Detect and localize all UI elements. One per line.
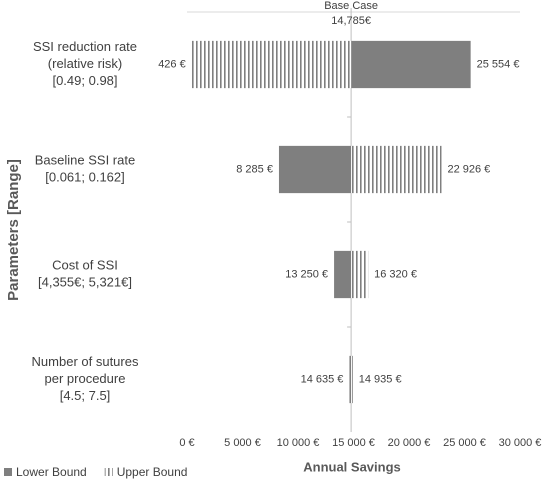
legend-label: Upper Bound — [117, 465, 188, 479]
x-tick-label: 25 000 € — [443, 437, 486, 449]
bar — [334, 250, 352, 299]
x-tick-label: 10 000 € — [277, 437, 320, 449]
bar — [351, 355, 353, 404]
bar — [278, 145, 352, 194]
data-label: 14 935 € — [359, 373, 402, 385]
bar — [351, 250, 369, 299]
bar — [191, 40, 352, 89]
category-label: (relative risk) — [48, 56, 122, 71]
x-tick-label: 5 000 € — [224, 437, 261, 449]
category-label: SSI reduction rate — [33, 39, 137, 54]
bar — [351, 145, 442, 194]
y-axis-title: Parameters [Range] — [5, 159, 22, 301]
legend-label: Lower Bound — [16, 465, 87, 479]
category-label: Cost of SSI — [52, 257, 118, 272]
x-tick-label: 30 000 € — [499, 437, 542, 449]
legend-swatch — [4, 468, 12, 476]
legend-swatch — [104, 468, 113, 476]
x-tick-label: 0 € — [179, 437, 194, 449]
data-label: 16 320 € — [374, 268, 417, 280]
category-label: Baseline SSI rate — [35, 152, 135, 167]
data-label: 13 250 € — [285, 268, 328, 280]
category-label: [4.5; 7.5] — [60, 388, 111, 403]
x-tick-label: 20 000 € — [388, 437, 431, 449]
data-label: 22 926 € — [447, 163, 490, 175]
data-label: 14 635 € — [301, 373, 344, 385]
base-case-value: 14,785€ — [331, 15, 371, 27]
x-tick-label: 15 000 € — [332, 437, 375, 449]
base-case-label: Base Case — [324, 0, 378, 12]
data-label: 426 € — [158, 58, 186, 70]
category-label: Number of sutures — [32, 354, 139, 369]
category-label: [0.49; 0.98] — [52, 73, 117, 88]
data-label: 8 285 € — [236, 163, 273, 175]
bar — [349, 355, 352, 404]
bar — [351, 40, 471, 89]
category-label: [4,355€; 5,321€] — [38, 274, 132, 289]
category-label: [0.061; 0.162] — [45, 169, 125, 184]
data-label: 25 554 € — [477, 58, 520, 70]
category-label: per procedure — [45, 371, 126, 386]
x-axis-title: Annual Savings — [303, 459, 401, 474]
